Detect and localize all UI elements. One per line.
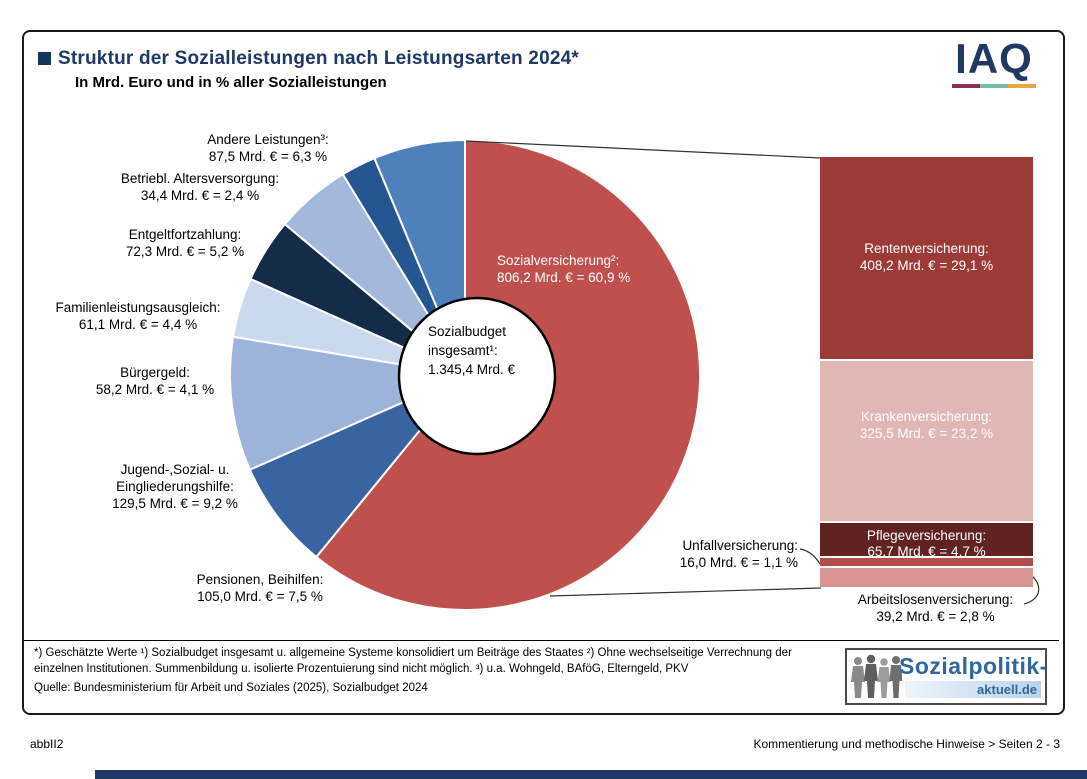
title-row: Struktur der Sozialleistungen nach Leist… [38, 48, 579, 70]
figure-id: abbII2 [30, 737, 64, 751]
label-andere-leistungen: Andere Leistungen³: 87,5 Mrd. € = 6,3 % [207, 132, 329, 164]
iaq-underline-green [980, 84, 1008, 88]
footnotes-text: *) Geschätzte Werte ¹) Sozialbudget insg… [34, 647, 792, 675]
bottom-accent-bar [95, 770, 1087, 779]
iaq-logo: IAQ [948, 36, 1040, 88]
arbeitslosenversicherung-connector [1023, 575, 1040, 605]
title-bullet-square [38, 52, 51, 65]
logo-main-text: Sozialpolitik- [899, 653, 1048, 679]
bar-segment-Rentenversicherung [820, 157, 1033, 359]
footer-note: Kommentierung und methodische Hinweise >… [753, 737, 1060, 751]
source-text: Quelle: Bundesministerium für Arbeit und… [34, 682, 428, 694]
bar-segment-Krankenversicherung [820, 360, 1033, 522]
projection-line-top [465, 140, 822, 159]
page-title: Struktur der Sozialleistungen nach Leist… [58, 48, 579, 69]
logo-band [905, 681, 1041, 698]
label-rentenversicherung: Rentenversicherung: 408,2 Mrd. € = 29,1 … [859, 241, 994, 273]
unfallversicherung-connector [799, 548, 821, 565]
bar-segment-Arbeitslosenversicherung [820, 568, 1033, 587]
sozialpolitik-aktuell-logo: Sozialpolitik- aktuell.de [845, 648, 1047, 705]
page-subtitle: In Mrd. Euro und in % aller Sozialleistu… [75, 74, 387, 91]
label-entgeltfortzahlung: Entgeltfortzahlung: 72,3 Mrd. € = 5,2 % [125, 227, 245, 259]
iaq-logo-underline [952, 84, 1036, 88]
logo-sub-text: aktuell.de [977, 682, 1037, 697]
label-unfallversicherung: Unfallversicherung: 16,0 Mrd. € = 1,1 % [679, 538, 798, 570]
label-sozialversicherung: Sozialversicherung²: 806,2 Mrd. € = 60,9… [497, 253, 631, 285]
iaq-underline-orange [1008, 84, 1036, 88]
label-familienleistungsausgleich: Familienleistungsausgleich: 61,1 Mrd. € … [55, 300, 221, 332]
label-krankenversicherung: Krankenversicherung: 325,5 Mrd. € = 23,2… [859, 409, 994, 441]
footnote-separator [24, 640, 1059, 641]
bar-segment-Pflegeversicherung [820, 523, 1033, 557]
iaq-logo-text: IAQ [955, 35, 1033, 82]
bar-segment-Unfallversicherung [820, 558, 1033, 567]
projection-line-bottom [549, 587, 822, 597]
label-pensionen-beihilfen: Pensionen, Beihilfen: 105,0 Mrd. € = 7,5… [196, 572, 324, 604]
label-buergergeld: Bürgergeld: 58,2 Mrd. € = 4,1 % [95, 365, 215, 397]
donut-center-circle [397, 296, 557, 456]
iaq-underline-maroon [952, 84, 980, 88]
donut-center-label: Sozialbudget insgesamt¹: 1.345,4 Mrd. € [428, 324, 516, 377]
people-silhouettes-icon [851, 654, 902, 698]
sozialversicherung-breakdown-bar [820, 157, 1033, 587]
label-betriebl-altersversorgung: Betriebl. Altersversorgung: 34,4 Mrd. € … [120, 171, 280, 203]
label-arbeitslosenversicherung: Arbeitslosenversicherung: 39,2 Mrd. € = … [857, 592, 1014, 624]
label-pflegeversicherung: Pflegeversicherung: 65,7 Mrd. € = 4,7 % [866, 528, 987, 559]
donut-segment-Pensionen, Beihilfen [248, 374, 466, 559]
label-jugend-sozial-eingliederungshilfe: Jugend-,Sozial- u. Eingliederungshilfe: … [112, 462, 238, 511]
